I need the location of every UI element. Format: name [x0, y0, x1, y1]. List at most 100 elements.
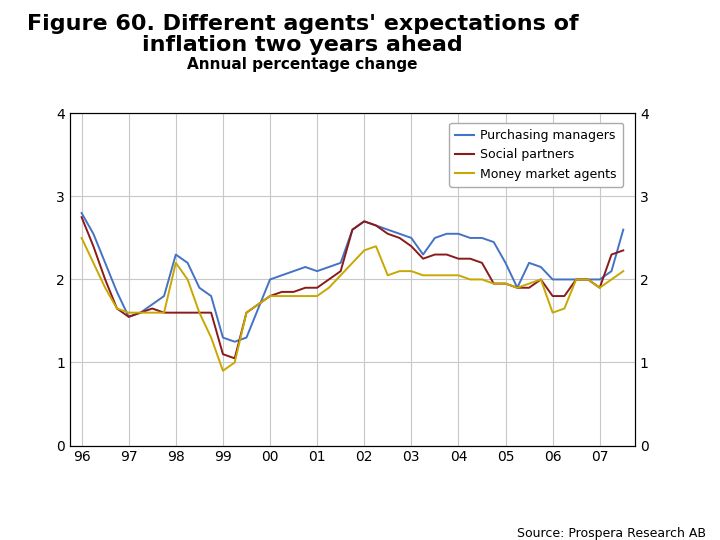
Social partners: [536, 276, 545, 282]
Purchasing managers: [348, 226, 357, 233]
Social partners: [171, 309, 180, 316]
Money market agents: [477, 276, 486, 282]
Social partners: [101, 276, 109, 282]
Social partners: [148, 305, 156, 312]
Social partners: [125, 314, 133, 320]
Social partners: [348, 226, 357, 233]
Money market agents: [184, 276, 192, 282]
Social partners: [560, 293, 569, 299]
Money market agents: [372, 243, 380, 249]
Social partners: [184, 309, 192, 316]
Social partners: [572, 276, 580, 282]
Money market agents: [301, 293, 310, 299]
Purchasing managers: [442, 231, 451, 237]
Money market agents: [277, 293, 286, 299]
Purchasing managers: [325, 264, 333, 270]
Legend: Purchasing managers, Social partners, Money market agents: Purchasing managers, Social partners, Mo…: [449, 123, 623, 187]
Text: Figure 60. Different agents' expectations of: Figure 60. Different agents' expectation…: [27, 14, 578, 33]
Money market agents: [584, 276, 593, 282]
Money market agents: [560, 305, 569, 312]
Social partners: [525, 285, 534, 291]
Purchasing managers: [584, 276, 593, 282]
Purchasing managers: [395, 231, 404, 237]
Purchasing managers: [513, 285, 521, 291]
Social partners: [136, 309, 145, 316]
Social partners: [431, 251, 439, 258]
Purchasing managers: [301, 264, 310, 270]
Money market agents: [195, 309, 204, 316]
Social partners: [384, 231, 392, 237]
Money market agents: [101, 285, 109, 291]
Money market agents: [77, 235, 86, 241]
Money market agents: [125, 309, 133, 316]
Text: Annual percentage change: Annual percentage change: [187, 57, 418, 72]
Money market agents: [395, 268, 404, 274]
Social partners: [395, 235, 404, 241]
Purchasing managers: [525, 260, 534, 266]
Purchasing managers: [171, 251, 180, 258]
Social partners: [219, 351, 228, 357]
Social partners: [477, 260, 486, 266]
Social partners: [442, 251, 451, 258]
Money market agents: [501, 280, 510, 287]
Purchasing managers: [501, 260, 510, 266]
Purchasing managers: [477, 235, 486, 241]
Money market agents: [407, 268, 415, 274]
Line: Purchasing managers: Purchasing managers: [81, 213, 624, 342]
Purchasing managers: [136, 309, 145, 316]
Purchasing managers: [431, 235, 439, 241]
Purchasing managers: [619, 226, 628, 233]
Money market agents: [171, 260, 180, 266]
Money market agents: [325, 285, 333, 291]
Money market agents: [454, 272, 463, 279]
Money market agents: [490, 280, 498, 287]
Money market agents: [89, 260, 98, 266]
Social partners: [549, 293, 557, 299]
Purchasing managers: [277, 272, 286, 279]
Money market agents: [619, 268, 628, 274]
Social partners: [312, 285, 321, 291]
Purchasing managers: [77, 210, 86, 216]
Purchasing managers: [89, 231, 98, 237]
Social partners: [77, 214, 86, 220]
Purchasing managers: [490, 239, 498, 245]
Money market agents: [289, 293, 298, 299]
Purchasing managers: [536, 264, 545, 270]
Purchasing managers: [242, 334, 251, 341]
Text: SVERIGES
RIKSBANK: SVERIGES RIKSBANK: [649, 94, 689, 108]
Money market agents: [595, 285, 604, 291]
Money market agents: [160, 309, 168, 316]
Purchasing managers: [595, 276, 604, 282]
Purchasing managers: [112, 289, 121, 295]
Purchasing managers: [572, 276, 580, 282]
Purchasing managers: [360, 218, 369, 225]
Social partners: [619, 247, 628, 254]
Social partners: [89, 243, 98, 249]
Line: Social partners: Social partners: [81, 217, 624, 359]
Purchasing managers: [148, 301, 156, 308]
Social partners: [266, 293, 274, 299]
Purchasing managers: [289, 268, 298, 274]
Purchasing managers: [372, 222, 380, 229]
Money market agents: [525, 280, 534, 287]
Money market agents: [312, 293, 321, 299]
Social partners: [513, 285, 521, 291]
Social partners: [595, 285, 604, 291]
Money market agents: [442, 272, 451, 279]
Social partners: [336, 268, 345, 274]
Money market agents: [572, 276, 580, 282]
Purchasing managers: [454, 231, 463, 237]
Purchasing managers: [230, 339, 239, 345]
Social partners: [277, 289, 286, 295]
Social partners: [254, 301, 263, 308]
Social partners: [289, 289, 298, 295]
Purchasing managers: [384, 226, 392, 233]
Money market agents: [266, 293, 274, 299]
Purchasing managers: [160, 293, 168, 299]
Purchasing managers: [560, 276, 569, 282]
Money market agents: [207, 334, 215, 341]
Social partners: [372, 222, 380, 229]
Purchasing managers: [407, 235, 415, 241]
Purchasing managers: [195, 285, 204, 291]
Purchasing managers: [466, 235, 474, 241]
